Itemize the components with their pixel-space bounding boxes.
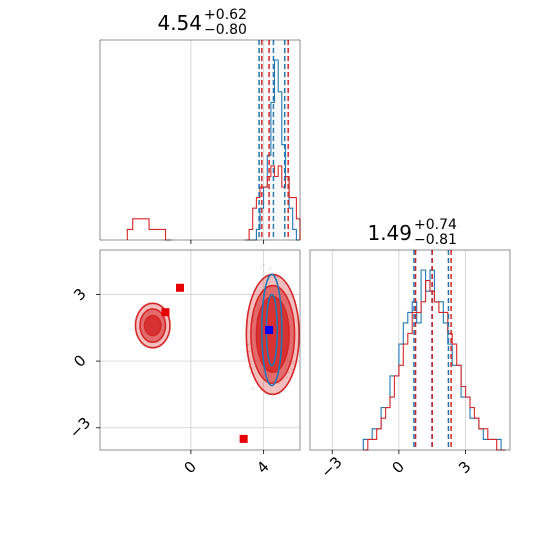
plot-area: [100, 40, 300, 240]
contour-layer: [134, 264, 300, 396]
x-tick-label: 3: [455, 458, 474, 477]
sample-point: [263, 264, 265, 266]
joint-contour-panel: 0 4 −3 0 3: [66, 249, 301, 477]
panel-title-lower-error: −0.81: [414, 232, 457, 248]
histogram-series_b-secondary-mode: [126, 218, 171, 241]
sample-point: [287, 371, 290, 374]
sample-point: [278, 382, 281, 385]
sample-point: [260, 266, 262, 269]
sample-point: [249, 372, 252, 374]
histogram-series_b: [245, 165, 301, 241]
truth-marker: [265, 326, 274, 334]
sample-point: [248, 350, 250, 353]
sample-point: [285, 376, 288, 379]
y-tick-label: −3: [66, 414, 94, 442]
secondary-marker: [161, 308, 170, 317]
sample-point: [269, 267, 272, 270]
x-tick-label: 0: [180, 458, 199, 477]
secondary-marker: [239, 434, 248, 443]
contour-level-series_a: [261, 273, 283, 387]
sample-point: [251, 387, 254, 390]
secondary-marker: [176, 283, 184, 292]
plot-area: [310, 250, 510, 450]
panel-title-lower-error: −0.80: [204, 22, 247, 38]
y-tick-label: 0: [70, 351, 89, 370]
axes-frame: [309, 249, 511, 451]
sample-point: [277, 276, 279, 279]
histogram-series_a: [245, 59, 300, 241]
sample-point: [292, 362, 295, 365]
y-tick-label: 3: [70, 285, 89, 304]
axes-frame: [99, 249, 301, 451]
sample-point: [247, 343, 250, 346]
marginal-histogram-panel-2: −3 0 3 1.49 +0.74−0.81: [309, 217, 511, 481]
sample-point: [248, 365, 250, 368]
x-tick-label: 0: [388, 458, 407, 477]
sample-point: [291, 369, 294, 371]
x-tick-label: 4: [253, 458, 272, 477]
panel-title-upper-error: +0.62: [204, 7, 247, 23]
axes-frame: [99, 39, 301, 241]
marginal-histogram-panel-1: 4.54 +0.62−0.80: [99, 7, 301, 244]
contour-level-series_b: [143, 314, 162, 337]
panel-title-upper-error: +0.74: [414, 217, 457, 233]
x-tick-label: −3: [317, 453, 345, 481]
panel-title-median: 1.49: [367, 221, 412, 245]
panel-title-median: 4.54: [157, 11, 202, 35]
